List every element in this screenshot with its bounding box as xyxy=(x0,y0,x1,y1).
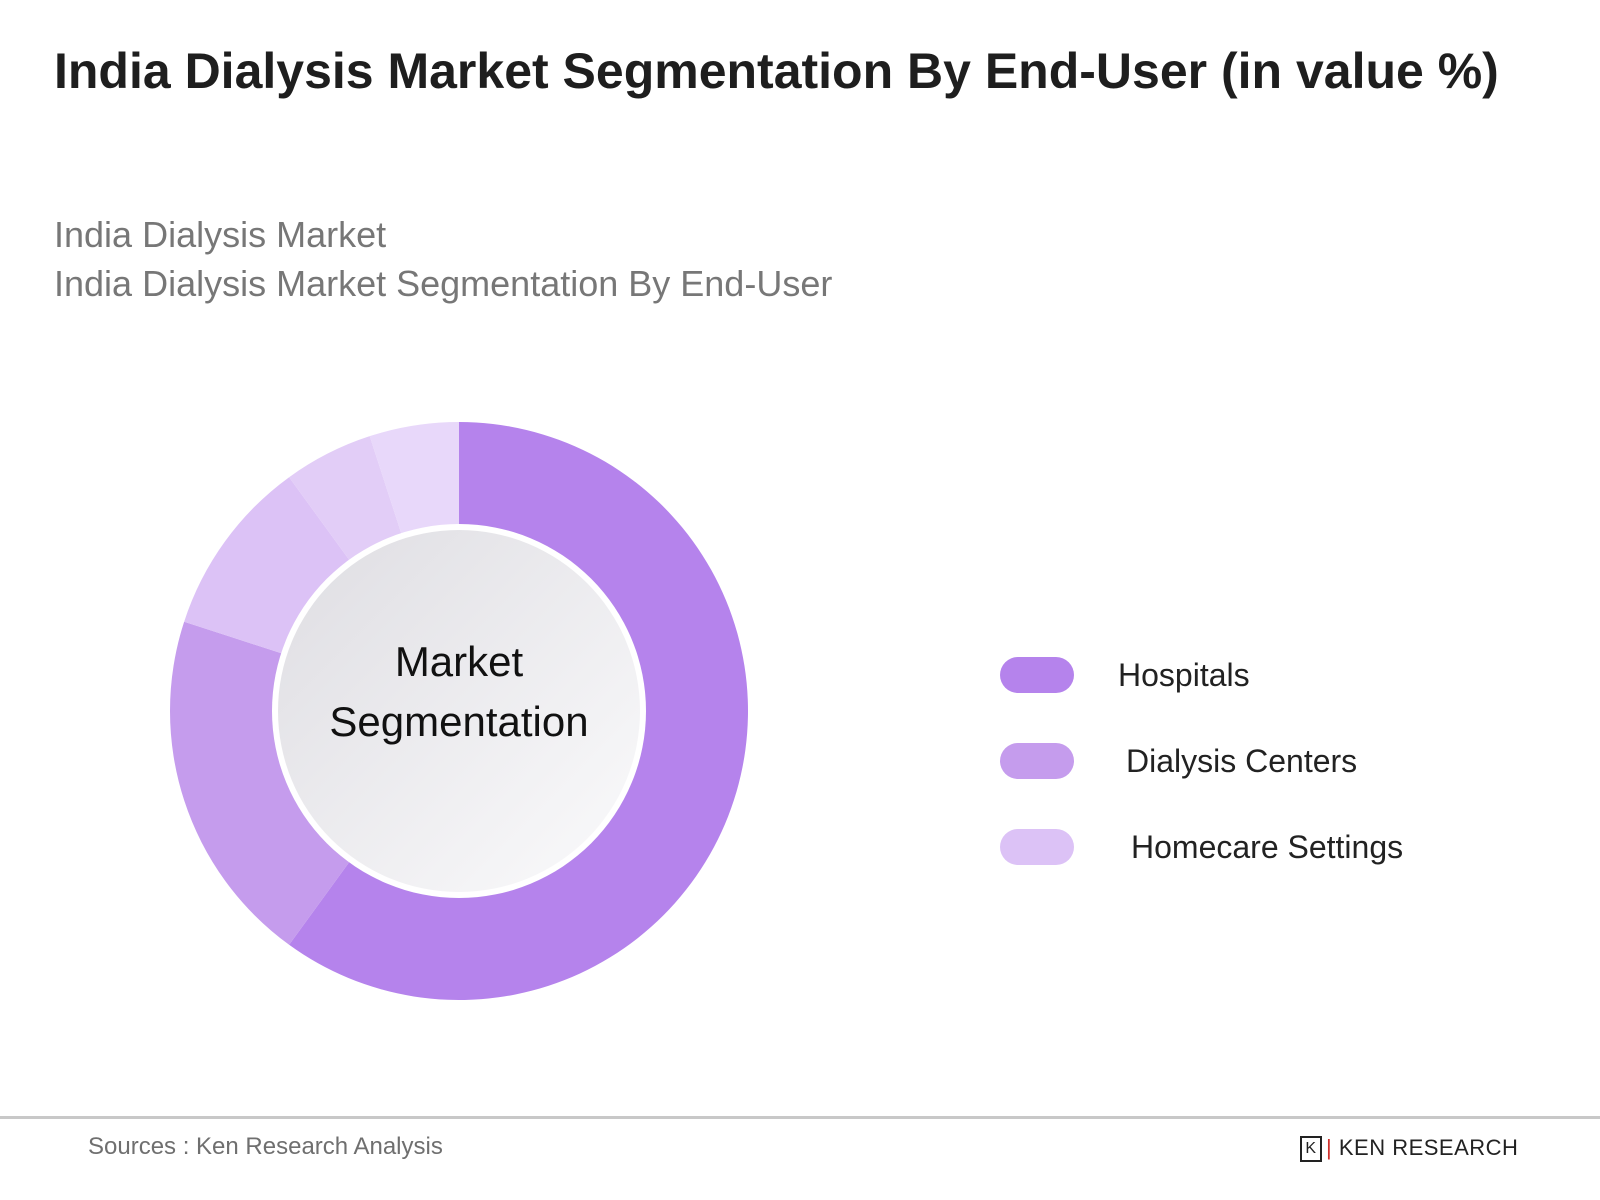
donut-slice xyxy=(170,621,371,945)
source-note: Sources : Ken Research Analysis xyxy=(88,1133,443,1160)
footer-divider xyxy=(0,1116,1600,1119)
legend-swatch xyxy=(1000,657,1074,693)
legend-label: Hospitals xyxy=(1118,657,1250,693)
legend-item-homecare-settings: Homecare Settings xyxy=(1000,827,1500,867)
legend-label: Homecare Settings xyxy=(1131,829,1404,865)
center-label: Market Segmentation xyxy=(279,632,639,752)
center-label-line1: Market xyxy=(394,638,524,685)
logo-mark-icon: K xyxy=(1300,1136,1322,1163)
legend-label: Dialysis Centers xyxy=(1126,743,1358,779)
donut-center xyxy=(278,530,640,892)
legend-item-hospitals: Hospitals xyxy=(1000,655,1500,695)
ken-research-logo: K | KEN RESEARCH xyxy=(1300,1135,1519,1163)
center-label-line2: Segmentation xyxy=(329,698,589,745)
legend-item-dialysis-centers: Dialysis Centers xyxy=(1000,741,1500,781)
logo-separator: | xyxy=(1326,1135,1333,1160)
chart-subtitle-2: India Dialysis Market Segmentation By En… xyxy=(54,263,833,304)
logo-text: KEN RESEARCH xyxy=(1338,1135,1519,1160)
chart-subtitle: India Dialysis Market xyxy=(54,214,387,255)
legend-swatch xyxy=(1000,743,1074,779)
legend-swatch xyxy=(1000,829,1074,865)
chart-title: India Dialysis Market Segmentation By En… xyxy=(54,43,1499,99)
